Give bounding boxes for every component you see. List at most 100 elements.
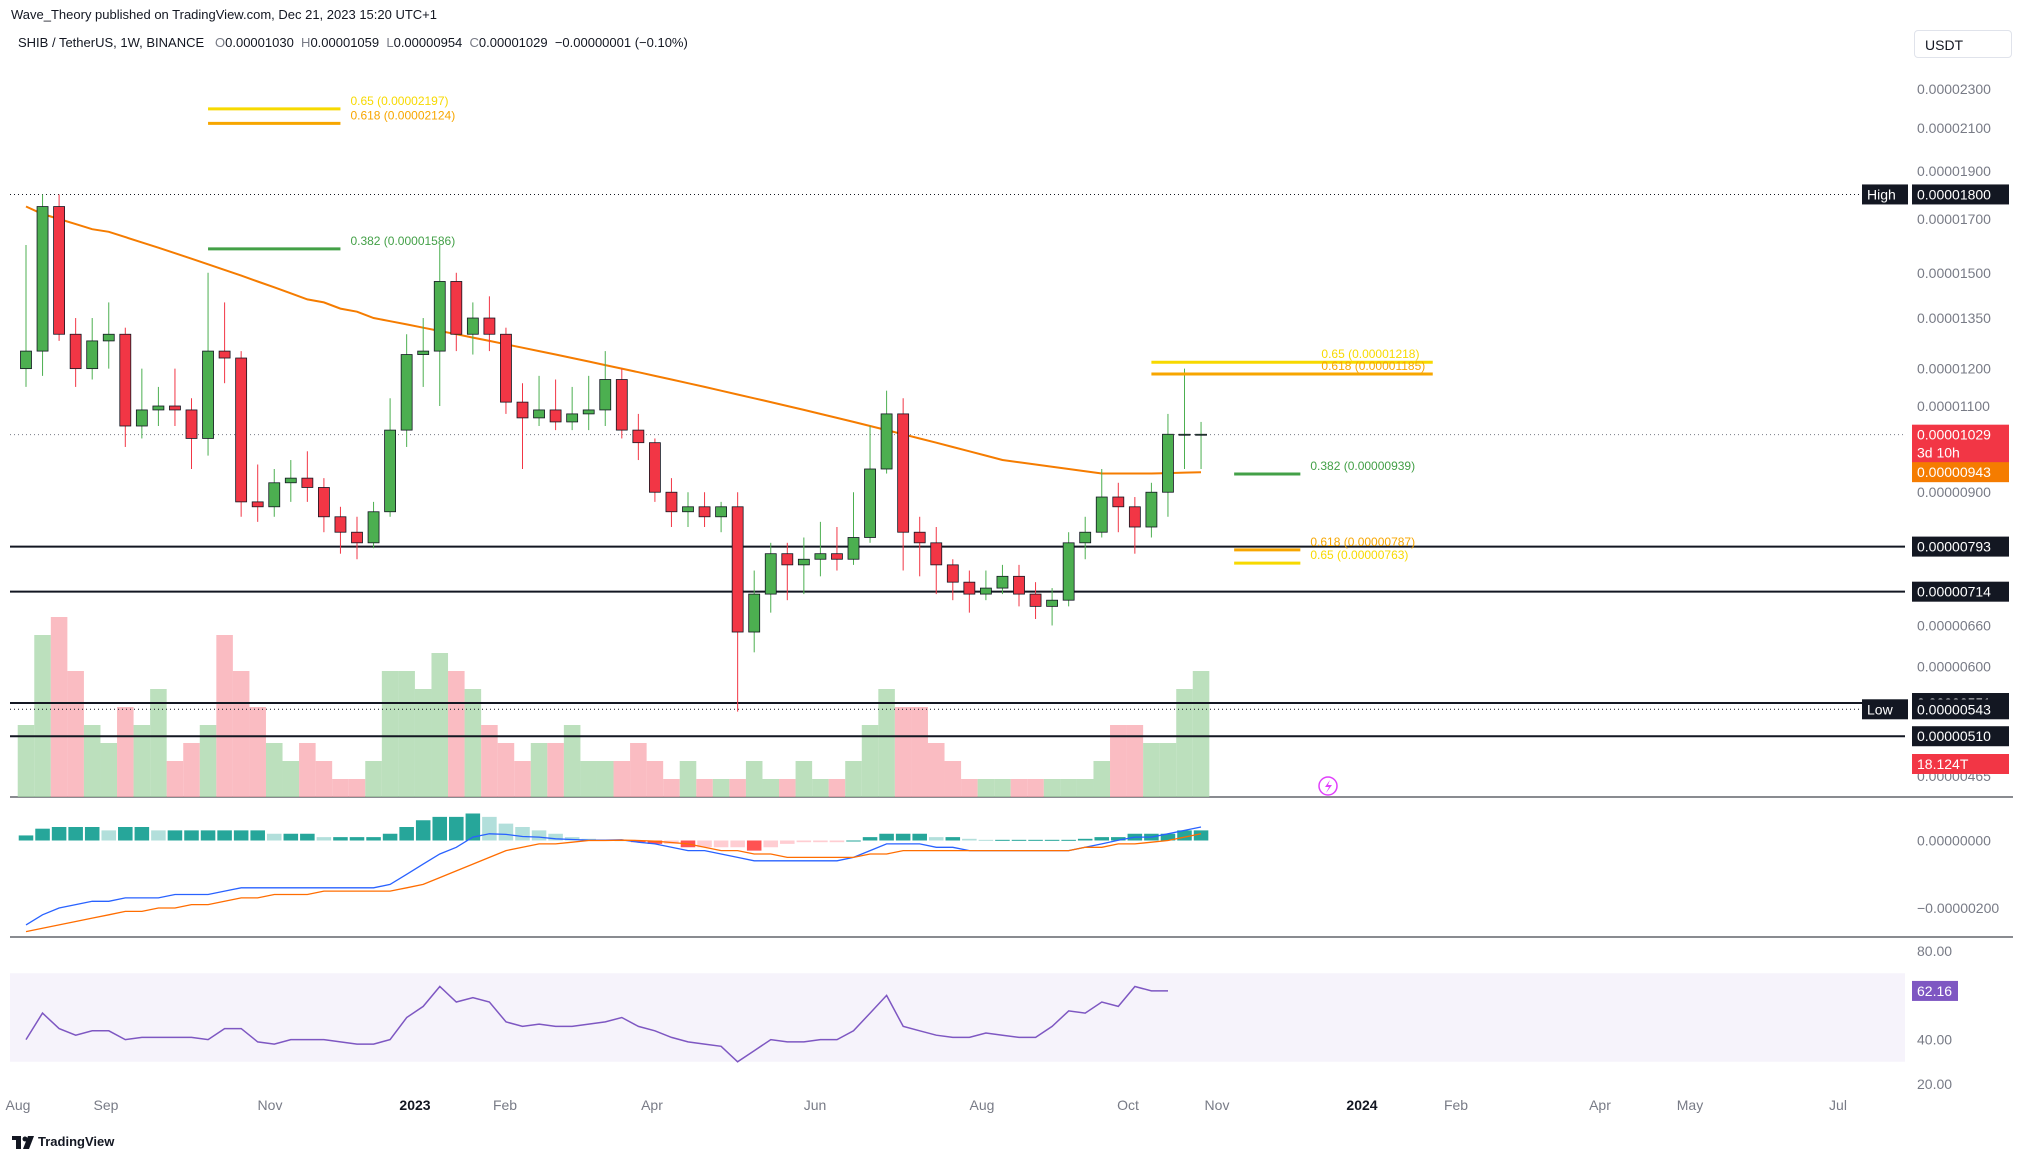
volume-bar — [1192, 671, 1210, 797]
volume-bar — [812, 779, 829, 797]
volume-bar — [613, 761, 631, 797]
open-label: O — [215, 35, 226, 50]
volume-bar — [265, 743, 283, 797]
macd-histogram-bar — [829, 840, 845, 843]
candle-body — [36, 206, 49, 352]
volume-bar — [497, 743, 515, 797]
macd-histogram-bar — [995, 839, 1010, 841]
low-value: 0.00000954 — [393, 35, 463, 50]
time-axis-label: Jun — [804, 1097, 827, 1113]
price-axis-tick: 0.00000660 — [1917, 617, 1991, 633]
time-axis-label: 2024 — [1346, 1097, 1377, 1113]
currency-button[interactable]: USDT — [1914, 30, 2012, 58]
macd-line — [25, 826, 1202, 926]
price-axis-tick: 0.00001700 — [1917, 211, 1991, 227]
macd-histogram-bar — [465, 813, 481, 841]
high-value: 0.00001059 — [310, 35, 380, 50]
volume-bar — [1010, 779, 1028, 797]
macd-histogram-bar — [51, 827, 67, 841]
candle-body — [301, 477, 314, 488]
close-label: C — [469, 35, 479, 50]
volume-bar — [1159, 743, 1177, 797]
candle-body — [417, 350, 430, 355]
rsi-line — [25, 985, 1168, 1063]
volume-bar — [83, 725, 101, 797]
macd-line — [25, 833, 1202, 933]
ohlc-bar: SHIB / TetherUS, 1W, BINANCE O0.00001030… — [18, 35, 688, 50]
candle-body — [665, 491, 678, 513]
candle-body — [880, 413, 893, 470]
candle-body — [615, 379, 628, 431]
candle-body — [1062, 542, 1075, 601]
volume-bar — [348, 779, 366, 797]
candle-body — [483, 317, 496, 335]
fib-level-label: 0.618 (0.00001185) — [1321, 359, 1425, 373]
volume-bar — [100, 743, 118, 797]
candle-body — [764, 553, 777, 595]
volume-bar — [745, 761, 763, 797]
price-tag-value: 0.00001800 — [1917, 186, 1991, 202]
volume-bar — [315, 761, 333, 797]
macd-histogram-bar — [300, 833, 315, 841]
price-tag-value: 0.00000943 — [1917, 464, 1991, 480]
volume-bar — [332, 779, 349, 797]
price-tag-box — [1912, 699, 2009, 720]
volume-bar — [580, 761, 597, 797]
time-axis-label: 2023 — [399, 1097, 430, 1113]
time-axis-label: Sep — [94, 1097, 119, 1113]
macd-histogram-bar — [498, 823, 514, 841]
candle-body — [69, 333, 82, 370]
time-axis-label: Feb — [493, 1097, 517, 1113]
volume-bar — [398, 671, 415, 797]
candle-body — [500, 333, 512, 403]
volume-bar — [845, 761, 862, 797]
macd-histogram-bar — [1061, 839, 1076, 841]
volume-bar — [1076, 779, 1094, 797]
price-tag-box — [1912, 536, 2009, 557]
level-tag-box — [1862, 699, 1908, 720]
candle-body — [1128, 506, 1141, 528]
volume-bar — [679, 761, 697, 797]
candle-body — [218, 350, 231, 359]
close-value: 0.00001029 — [478, 35, 548, 50]
tradingview-logo[interactable]: TradingView — [12, 1134, 115, 1150]
symbol-name[interactable]: SHIB / TetherUS, 1W, BINANCE — [18, 35, 205, 50]
candle-body — [268, 482, 281, 508]
macd-histogram-bar — [184, 830, 199, 841]
price-axis-tick: 0.00001350 — [1917, 310, 1991, 326]
candle-body — [748, 593, 761, 633]
volume-bar — [994, 779, 1011, 797]
volume-bar — [1043, 779, 1061, 797]
candle-body — [1046, 599, 1058, 607]
macd-histogram-bar — [796, 840, 812, 843]
time-axis-label: Nov — [258, 1097, 283, 1113]
candle-body — [433, 281, 446, 352]
volume-bar — [282, 761, 300, 797]
volume-bar — [828, 779, 846, 797]
macd-histogram-bar — [713, 840, 729, 848]
time-axis-label: Aug — [6, 1097, 31, 1113]
volume-bar — [381, 671, 399, 797]
volume-bar — [199, 725, 217, 797]
volume-bar — [894, 707, 912, 797]
macd-histogram-bar — [548, 833, 563, 841]
macd-histogram-bar — [780, 840, 795, 844]
volume-bar — [166, 761, 184, 797]
candle-body — [897, 413, 910, 533]
fib-level-label: 0.65 (0.00000763) — [1310, 548, 1408, 562]
macd-histogram-bar — [647, 840, 663, 844]
brand-name: TradingView — [38, 1134, 115, 1149]
low-label: L — [386, 35, 394, 50]
macd-histogram-bar — [1177, 830, 1192, 841]
candle-body — [1095, 496, 1108, 533]
price-axis-tick: 0.00001200 — [1917, 361, 1991, 377]
candle-body — [1079, 531, 1092, 544]
rsi-value-tag-box — [1912, 980, 1958, 1001]
volume-bar — [861, 725, 879, 797]
macd-histogram-bar — [366, 837, 381, 841]
candle-body — [1195, 433, 1207, 436]
volume-bar — [133, 725, 151, 797]
macd-histogram-bar — [68, 827, 83, 841]
